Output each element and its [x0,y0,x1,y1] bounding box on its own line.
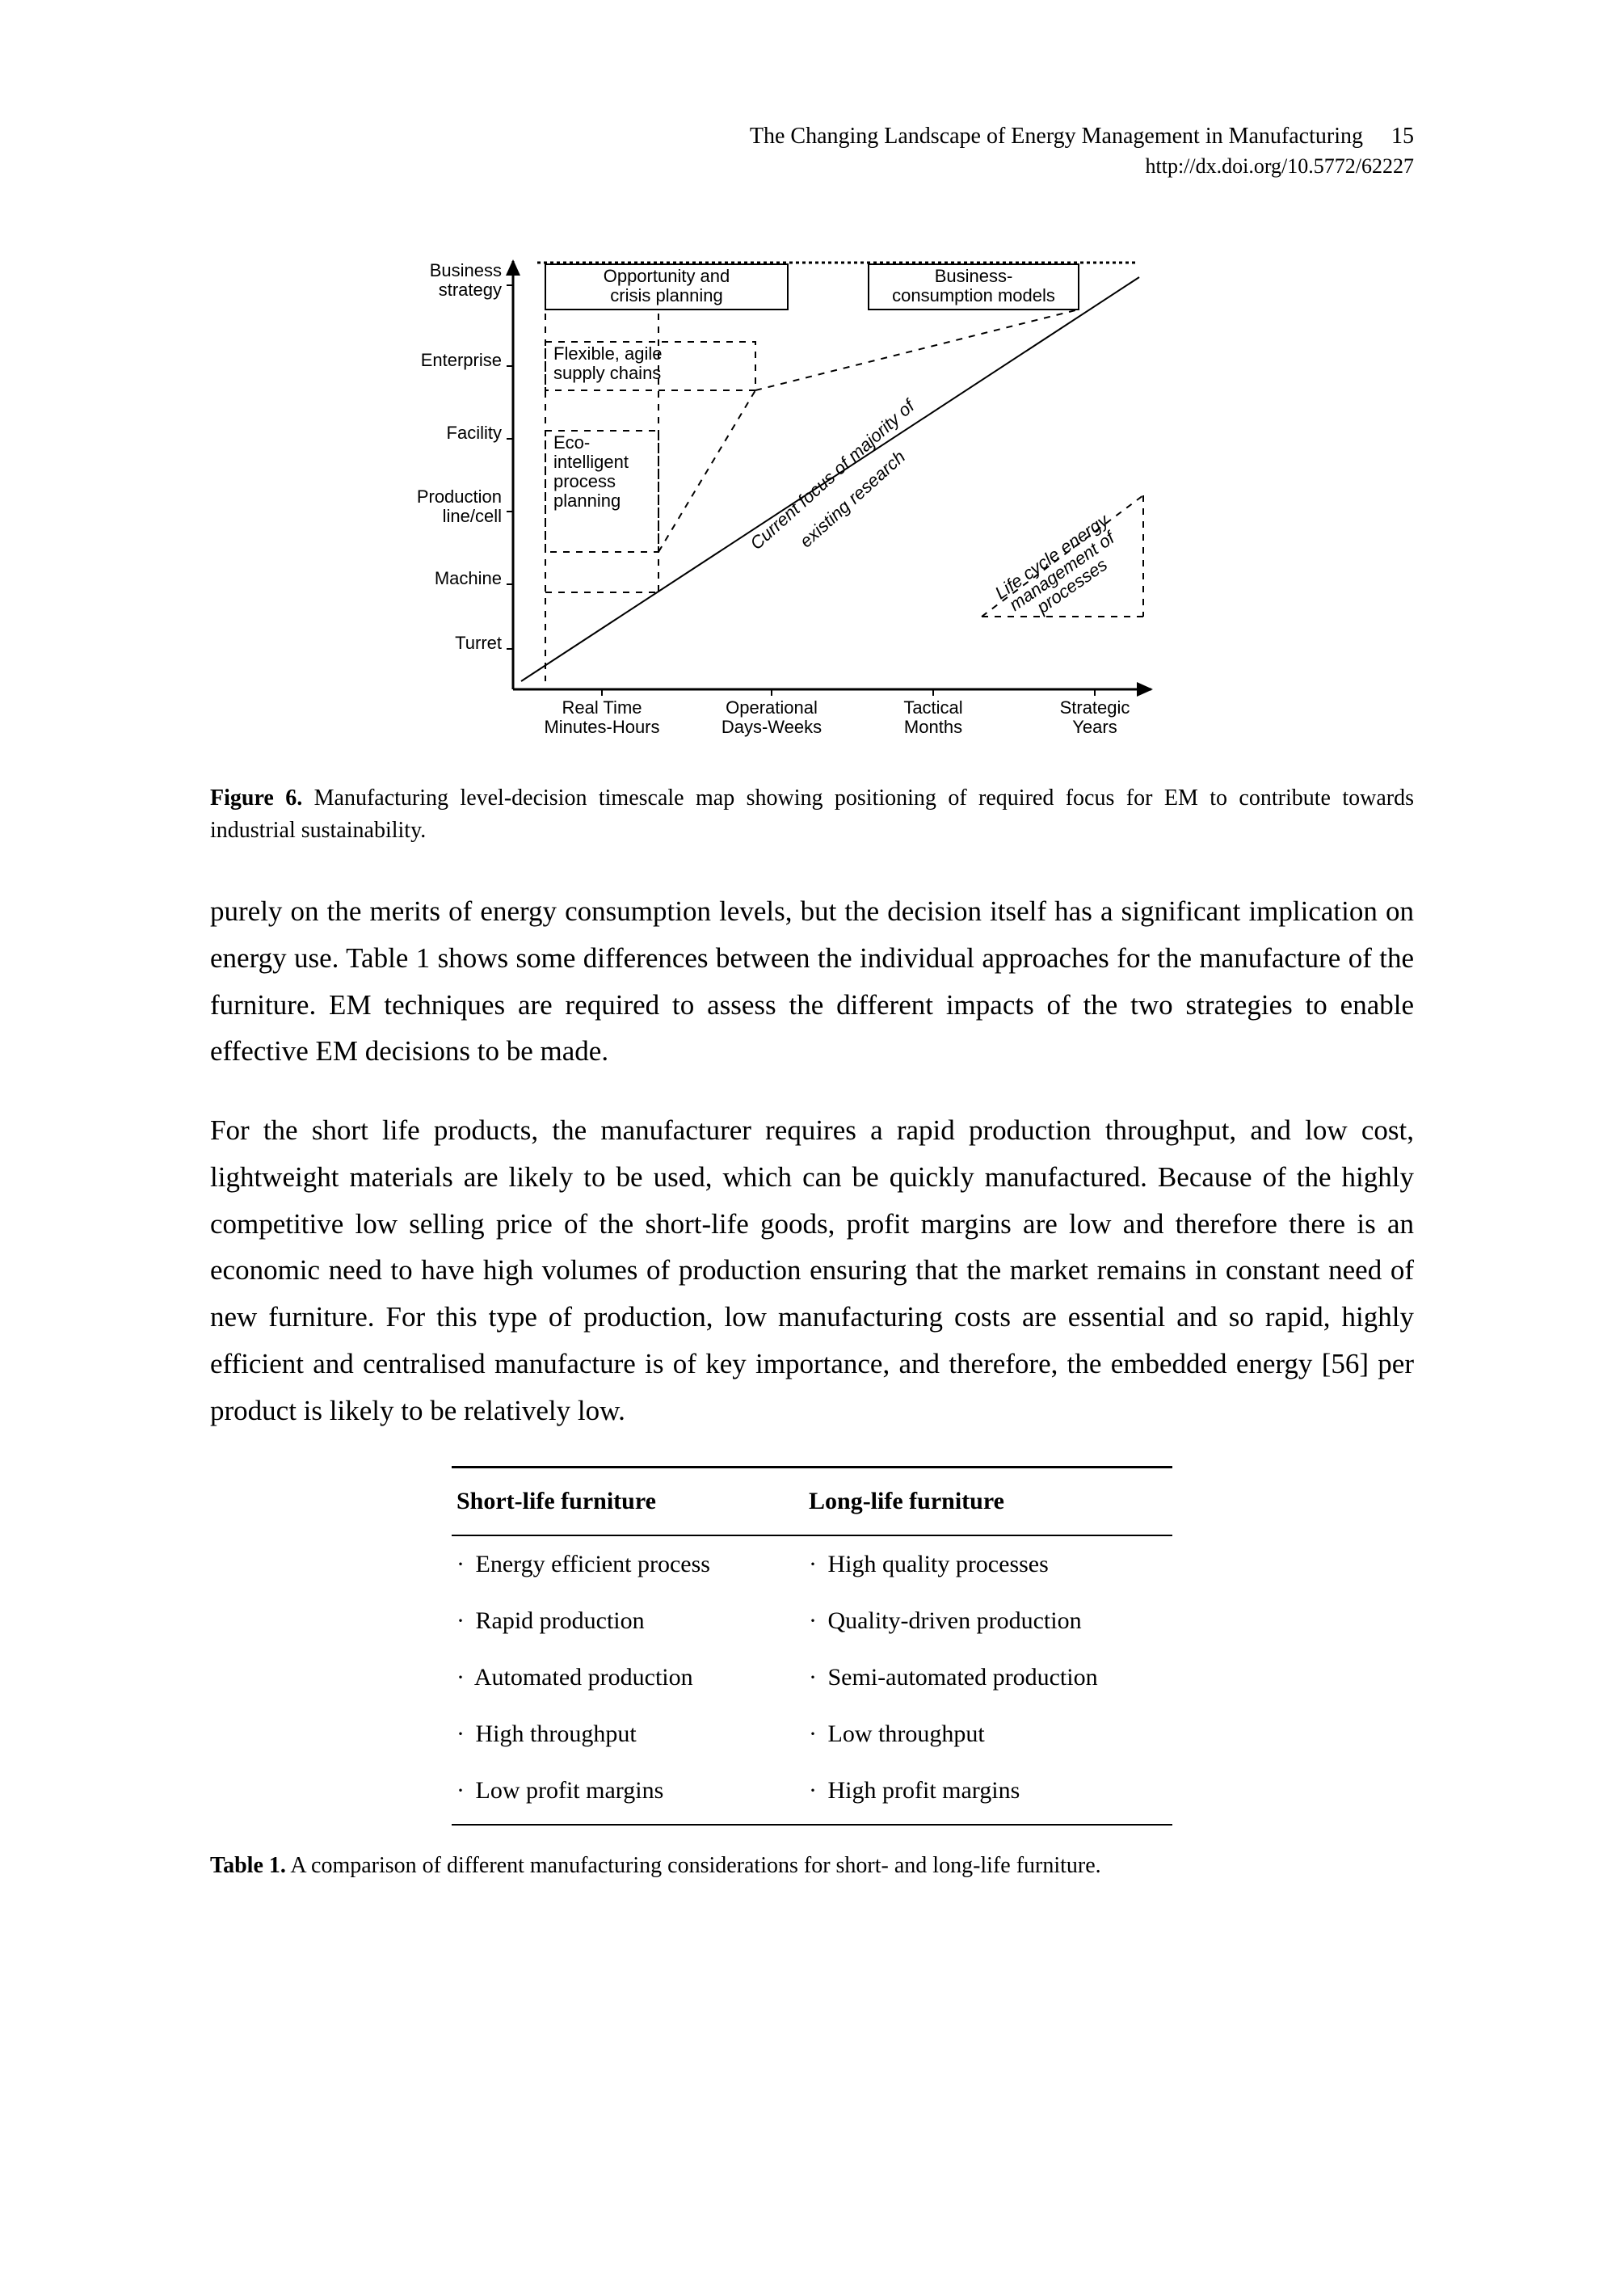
svg-text:consumption models: consumption models [892,285,1055,305]
svg-text:Enterprise: Enterprise [421,350,502,370]
table-row: · High throughput· Low throughput [452,1706,1172,1762]
table-header: Long-life furniture [804,1468,1172,1536]
table-cell: · High throughput [452,1706,804,1762]
svg-text:strategy: strategy [439,280,502,300]
svg-text:Turret: Turret [455,633,502,653]
svg-text:Flexible, agile: Flexible, agile [553,343,663,364]
table-row: · Rapid production· Quality-driven produ… [452,1593,1172,1649]
svg-text:Production: Production [417,486,502,507]
body-paragraph-2: For the short life products, the manufac… [210,1107,1414,1434]
table-cell: · Rapid production [452,1593,804,1649]
svg-text:Years: Years [1072,717,1117,737]
table-cell: · Quality-driven production [804,1593,1172,1649]
svg-text:Months: Months [904,717,962,737]
table-cell: · Low profit margins [452,1762,804,1825]
svg-text:Eco-: Eco- [553,432,590,453]
svg-text:Days-Weeks: Days-Weeks [722,717,822,737]
svg-text:intelligent: intelligent [553,452,629,472]
table-cell: · Semi-automated production [804,1649,1172,1706]
page-number: 15 [1391,124,1414,149]
svg-text:line/cell: line/cell [443,506,502,526]
figure-6-svg: Businessstrategy Enterprise Facility Produc… [416,229,1208,754]
svg-text:Machine: Machine [435,568,502,588]
table-cell: · High profit margins [804,1762,1172,1825]
table-cell: · Automated production [452,1649,804,1706]
svg-text:supply chains: supply chains [553,363,661,383]
figure-caption-label: Figure 6. [210,785,302,811]
figure-6-caption: Figure 6. Manufacturing level-decision t… [210,782,1414,848]
table-caption-label: Table 1. [210,1853,286,1878]
figure-caption-text: Manufacturing level-decision timescale m… [210,785,1414,844]
table-cell: · High quality processes [804,1535,1172,1593]
body-paragraph-1: purely on the merits of energy consumpti… [210,888,1414,1075]
table-row: · Energy efficient process· High quality… [452,1535,1172,1593]
table-row: · Automated production· Semi-automated p… [452,1649,1172,1706]
figure-6: Businessstrategy Enterprise Facility Produc… [210,229,1414,758]
svg-text:planning: planning [553,491,621,511]
svg-text:Facility: Facility [447,423,502,443]
table-header: Short-life furniture [452,1468,804,1536]
table-cell: · Energy efficient process [452,1535,804,1593]
svg-text:process: process [553,471,616,491]
running-header: The Changing Landscape of Energy Managem… [210,121,1414,180]
svg-text:crisis planning: crisis planning [610,285,722,305]
table-row: · Low profit margins· High profit margin… [452,1762,1172,1825]
svg-text:Opportunity and: Opportunity and [604,266,730,286]
header-doi: http://dx.doi.org/10.5772/62227 [210,152,1414,180]
table-1: Short-life furnitureLong-life furniture·… [452,1466,1172,1826]
svg-text:Business: Business [430,260,502,280]
table-1-caption: Table 1. A comparison of different manuf… [210,1850,1414,1883]
svg-text:Tactical: Tactical [903,697,962,718]
svg-text:Minutes-Hours: Minutes-Hours [544,717,659,737]
svg-text:Business-: Business- [935,266,1013,286]
svg-text:Real Time: Real Time [562,697,642,718]
table-caption-text: A comparison of different manufacturing … [290,1853,1100,1878]
svg-text:Strategic: Strategic [1060,697,1130,718]
table-cell: · Low throughput [804,1706,1172,1762]
header-title: The Changing Landscape of Energy Managem… [750,124,1363,149]
svg-text:Operational: Operational [726,697,818,718]
page: The Changing Landscape of Energy Managem… [0,0,1624,2291]
